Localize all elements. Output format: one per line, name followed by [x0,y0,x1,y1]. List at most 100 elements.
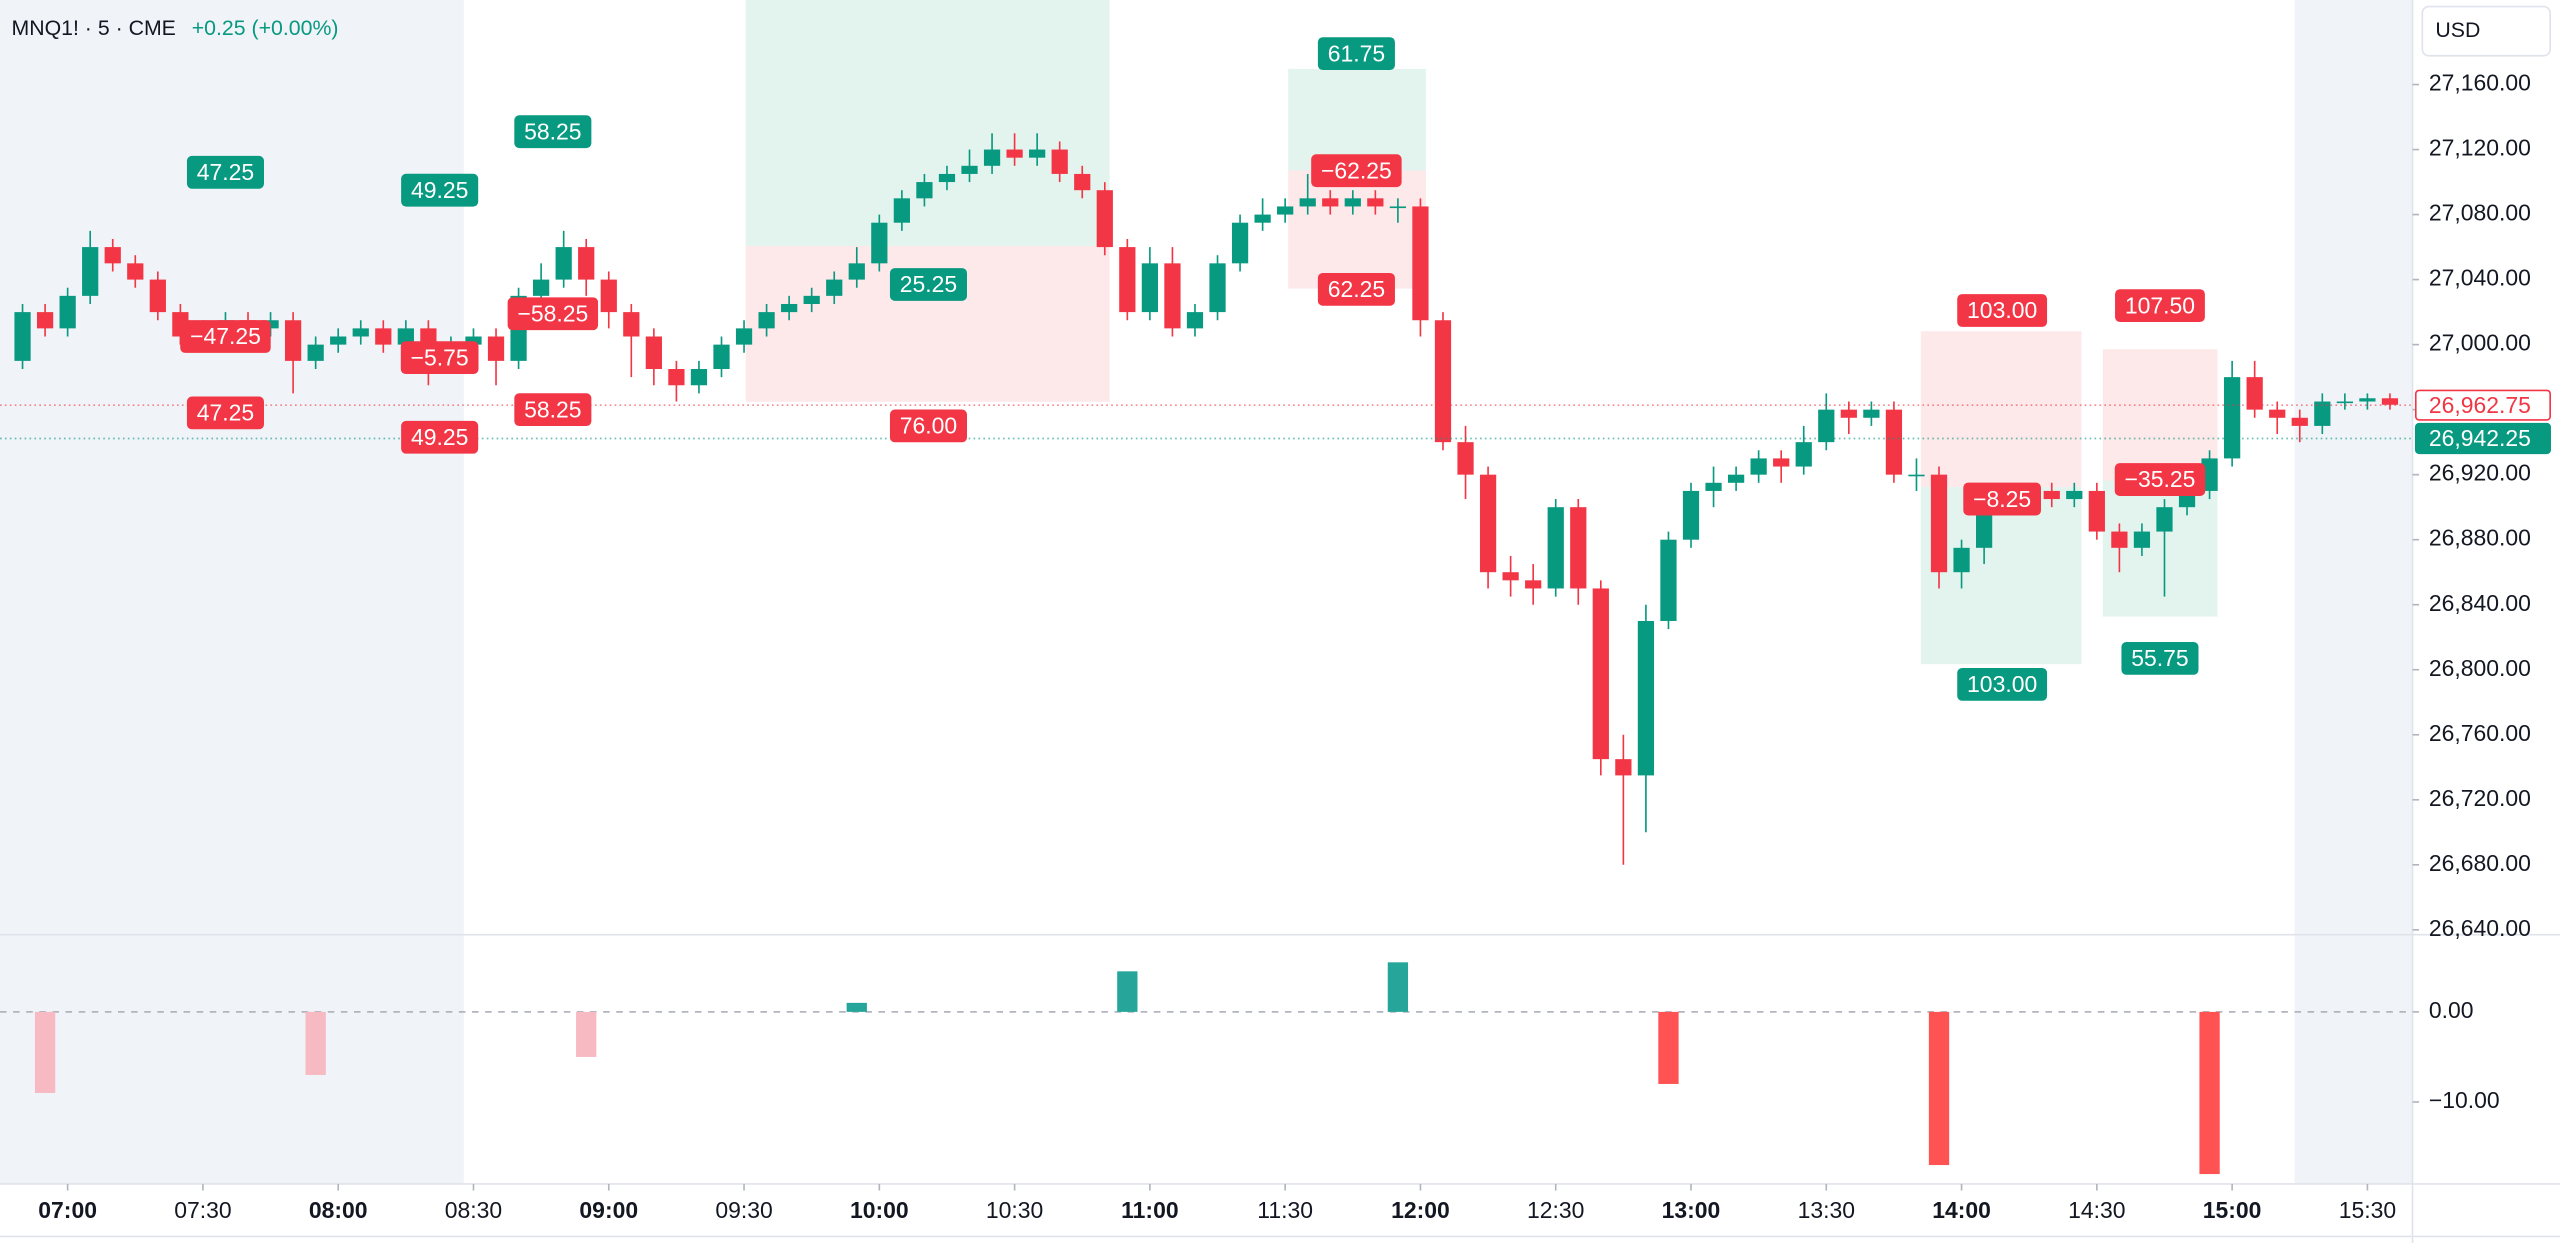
candle-body [465,336,482,345]
candle-body [1457,442,1474,475]
histogram-bar [1387,962,1409,1012]
candle-body [1412,206,1429,321]
y-tick-label: 27,000.00 [2429,330,2531,356]
candle-body [961,165,978,174]
trade-label-text: 49.25 [411,177,468,203]
candle-body [59,295,76,329]
candle-body [2043,490,2060,500]
trade-label [1963,482,2041,516]
trade-label [889,409,968,443]
candle-body [938,173,956,183]
y-tick-label: 26,760.00 [2429,720,2531,746]
candle-body [1953,547,1970,573]
candle-body [871,222,888,264]
trade-label-text: −35.25 [2125,466,2196,492]
candle-body [1975,507,1993,548]
candle-body [1840,409,1857,418]
candle-body [623,312,640,337]
candle-body [600,279,617,313]
trade-label-text: −58.25 [517,300,588,326]
x-tick-label: 14:00 [1932,1197,1991,1223]
candle-body [1885,409,1903,475]
candle-body [104,247,121,264]
candle-body [2088,490,2105,532]
candle-body [1051,149,1068,174]
candle-body [1389,206,1407,209]
x-tick-label: 11:00 [1121,1197,1178,1223]
currency-box[interactable] [2421,5,2551,57]
candle-body [1344,198,1361,207]
candle-body [1637,620,1655,776]
trade-label-text: −5.75 [411,344,469,370]
candle-body [1863,409,1880,418]
candle-body [284,320,302,361]
candle-body [1795,442,1812,467]
candle-body [803,295,820,304]
trade-label [401,173,479,207]
candle-body [1570,507,1587,589]
candle-body [2359,398,2376,402]
candle-body [1525,580,1542,589]
candle-body [1479,474,1497,573]
trade-label [400,341,479,375]
candle-body [1029,149,1046,158]
y-tick-label: 26,840.00 [2429,590,2531,616]
trade-label [507,297,599,331]
trade-label-text: 62.25 [1328,276,1385,302]
trade-label-text: 47.25 [197,400,254,426]
histogram-bar [1928,1011,1950,1166]
candle-body [1592,588,1609,760]
candle-body [983,149,1001,166]
candle-body [555,247,572,280]
symbol-title: MNQ1! · 5 · CME [11,16,175,40]
candle-body [1615,759,1632,776]
trade-label [1317,37,1395,71]
candle-body [330,336,347,345]
x-tick-label: 10:30 [986,1197,1043,1223]
candle-body [397,328,414,345]
trade-label-text: 103.00 [1967,671,2037,697]
trade-label [514,393,592,427]
price-change: +0.25 (+0.00%) [192,16,339,40]
x-tick-label: 10:00 [850,1197,909,1223]
x-tick-label: 15:30 [2339,1197,2396,1223]
trade-zone [1920,487,2082,665]
x-tick-label: 12:30 [1527,1197,1584,1223]
candle-body [1141,263,1158,313]
candle-body [82,247,99,296]
candle-body [375,328,392,345]
candle-body [352,328,369,337]
candle-body [578,247,595,280]
candle-body [14,312,31,361]
y-tick-label: 26,800.00 [2429,655,2531,681]
trade-label [186,155,264,189]
candle-body [36,312,54,329]
candle-body [2066,490,2083,500]
trade-zone [2102,349,2218,481]
y-tick-label: 26,880.00 [2429,525,2531,551]
candle-body [533,279,550,296]
y-tick-label: 0.00 [2429,997,2474,1023]
candle-body [1705,482,1722,491]
x-tick-label: 13:00 [1662,1197,1721,1223]
y-tick-label: 27,120.00 [2429,135,2531,161]
candle-body [916,182,933,199]
x-tick-label: 09:30 [715,1197,772,1223]
x-tick-label: 08:00 [309,1197,368,1223]
price-tag-label: 26,942.25 [2429,425,2531,451]
histogram-bar [1658,1011,1679,1084]
trade-label [2115,289,2205,323]
trade-label-text: −62.25 [1321,157,1392,183]
candle-body [1119,247,1136,313]
candle-body [307,344,324,361]
x-tick-label: 11:30 [1257,1197,1313,1223]
x-tick-label: 13:30 [1798,1197,1855,1223]
trade-label [1957,294,2048,327]
candle-body [2269,409,2286,418]
trade-label-text: 58.25 [524,396,581,422]
trade-label-text: 47.25 [197,159,254,185]
candle-body [487,336,505,361]
trade-label [1311,154,1402,188]
candle-body [1547,507,1564,589]
